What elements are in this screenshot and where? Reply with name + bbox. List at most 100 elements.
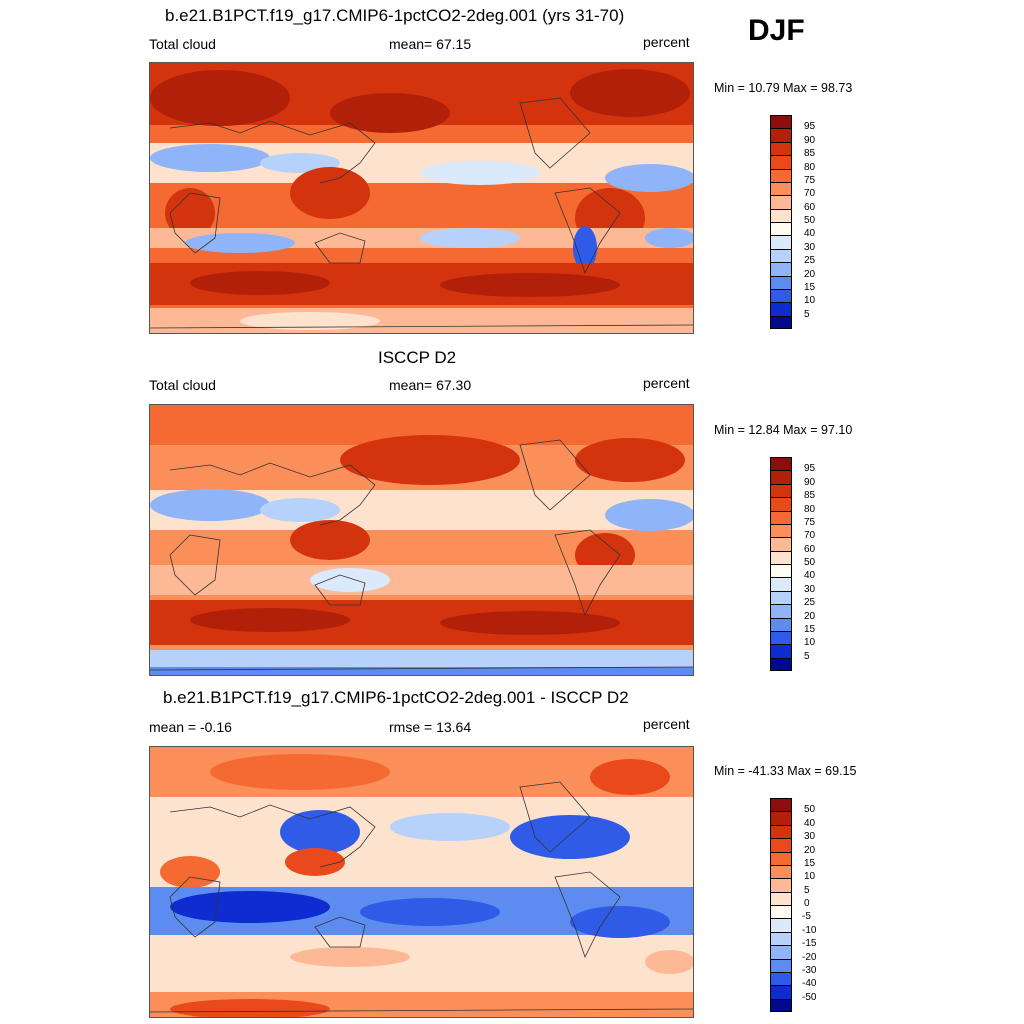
panel-2-colorbar-tick-label: 80: [804, 503, 816, 515]
panel-2-title: ISCCP D2: [378, 348, 457, 367]
panel-1-colorbar-swatch: [770, 128, 792, 142]
panel-2-colorbar-tick-label: 75: [804, 516, 816, 528]
panel-3-colorbar-tick-label: -30: [802, 964, 817, 976]
panel-2-colorbar-tick-label: 90: [804, 476, 816, 488]
panel-2-variable-label: Total cloud: [149, 377, 216, 393]
panel-2-coastlines: [150, 439, 693, 671]
panel-3-colorbar-tick-label: 40: [804, 817, 816, 829]
panel-1-colorbar-swatch: [770, 115, 792, 129]
panel-3-colorbar-swatch: [770, 838, 792, 852]
panel-2-units: percent: [643, 375, 690, 391]
panel-1-colorbar-tick-label: 75: [804, 174, 816, 186]
panel-1-coastlines: [150, 97, 693, 329]
panel-1-colorbar-swatch: [770, 222, 792, 236]
panel-1-colorbar-tick-label: 85: [804, 148, 816, 160]
panel-1-colorbar-swatch: [770, 181, 792, 196]
panel-2-colorbar-swatch: [770, 497, 792, 511]
panel-3-colorbar-swatch: [770, 824, 792, 839]
panel-1-colorbar: 95 90 85 80 75 70 60 50 40 30 25 20 15 10 5: [770, 115, 815, 329]
panel-3-colorbar-tick-label: -15: [802, 938, 817, 950]
panel-2-colorbar-swatch: [770, 537, 792, 551]
panel-3-colorbar-swatch: [770, 971, 792, 986]
panel-3-colorbar-tick-label: 5: [804, 884, 810, 896]
panel-3-colorbar-tick-label: 20: [804, 844, 816, 856]
season-label: DJF: [748, 14, 805, 47]
panel-1-colorbar-swatch: [770, 315, 792, 329]
panel-2-colorbar-swatch: [770, 510, 792, 524]
panel-2-colorbar-tick-label: 25: [804, 597, 816, 609]
panel-1-colorbar-tick-label: 25: [804, 255, 816, 267]
panel-3-colorbar-swatch: [770, 891, 792, 905]
panel-2-colorbar-tick-label: 40: [804, 570, 816, 582]
panel-1-variable-label: Total cloud: [149, 36, 216, 52]
panel-1-colorbar-tick-label: 5: [804, 308, 810, 320]
panel-1-mean: mean= 67.15: [389, 36, 472, 52]
panel-3-colorbar-swatch: [770, 864, 792, 879]
panel-1-colorbar-swatch: [770, 302, 792, 316]
panel-2-colorbar-swatch: [770, 604, 792, 618]
panel-3-colorbar-tick-label: -50: [802, 991, 817, 1003]
panel-3-mean: mean = -0.16: [149, 719, 232, 735]
panel-2-colorbar-tick-label: 85: [804, 490, 816, 502]
panel-1-colorbar-swatch: [770, 141, 792, 156]
panel-2-colorbar-swatch: [770, 657, 792, 671]
panel-3-colorbar-tick-label: -20: [802, 951, 817, 963]
panel-3-colorbar-swatch: [770, 945, 792, 959]
panel-1-colorbar-tick-label: 95: [804, 121, 816, 133]
panel-3-colorbar-tick-label: -10: [802, 924, 817, 936]
panel-3-contours: [150, 747, 693, 1017]
panel-3-colorbar: 50 40 30 20 15 10 5 0 -5 -10 -15 -20 -30 -40 -50: [770, 798, 816, 1012]
panel-1-title: b.e21.B1PCT.f19_g17.CMIP6-1pctCO2-2deg.0…: [165, 6, 625, 25]
panel-1-units: percent: [643, 34, 690, 50]
panel-2-colorbar-swatch: [770, 457, 792, 471]
panel-3-minmax: Min = -41.33 Max = 69.15: [714, 764, 857, 778]
panel-2-colorbar-swatch: [770, 550, 792, 564]
panel-2-colorbar-swatch: [770, 577, 792, 591]
panel-3-title: b.e21.B1PCT.f19_g17.CMIP6-1pctCO2-2deg.0…: [163, 688, 629, 707]
panel-3-colorbar-swatch: [770, 985, 792, 999]
panel-2-colorbar-tick-label: 30: [804, 583, 816, 595]
panel-2-colorbar-swatch: [770, 564, 792, 578]
panel-2-colorbar-swatch: [770, 644, 792, 658]
panel-3-colorbar-swatch: [770, 878, 792, 892]
panel-1-contours: [150, 63, 693, 333]
panel-3-colorbar-tick-label: 30: [804, 831, 816, 843]
panel-2-colorbar-tick-label: 15: [804, 623, 816, 635]
panel-2-colorbar-tick-label: 20: [804, 610, 816, 622]
panel-3-colorbar-tick-label: -40: [802, 978, 817, 990]
panel-3-colorbar-swatch: [770, 918, 792, 932]
panel-2-colorbar-tick-label: 60: [804, 543, 816, 555]
panel-2-colorbar-swatch: [770, 617, 792, 631]
panel-3-colorbar-swatch: [770, 998, 792, 1012]
panel-2-colorbar-tick-label: 70: [804, 530, 816, 542]
panel-3-coastlines: [150, 781, 693, 1013]
panel-1-colorbar-swatch: [770, 235, 792, 249]
panel-3-rmse: rmse = 13.64: [389, 719, 472, 735]
panel-2-map: [149, 404, 694, 676]
panel-3-map: [149, 746, 694, 1018]
panel-2-colorbar-tick-label: 5: [804, 650, 810, 662]
panel-1-colorbar-swatch: [770, 248, 792, 263]
panel-1-colorbar-swatch: [770, 275, 792, 289]
panel-1-colorbar-tick-label: 20: [804, 268, 816, 280]
panel-3-colorbar-swatch: [770, 958, 792, 972]
panel-3-units: percent: [643, 716, 690, 732]
panel-3-colorbar-tick-label: 50: [804, 804, 816, 816]
panel-1-colorbar-tick-label: 50: [804, 215, 816, 226]
panel-2-colorbar-tick-label: 95: [804, 463, 816, 475]
panel-1-colorbar-tick-label: 90: [804, 134, 816, 146]
panel-3-colorbar-swatch: [770, 905, 792, 919]
panel-3-colorbar-tick-label: -5: [802, 911, 811, 923]
panel-1-colorbar-swatch: [770, 288, 792, 303]
panel-2-mean: mean= 67.30: [389, 377, 472, 393]
panel-1-colorbar-tick-label: 30: [804, 241, 816, 253]
panel-1-colorbar-swatch: [770, 168, 792, 182]
panel-2-colorbar-swatch: [770, 630, 792, 645]
panel-1-colorbar-tick-label: 80: [804, 161, 816, 173]
panel-1-colorbar-swatch: [770, 195, 792, 209]
panel-1-colorbar-tick-label: 40: [804, 228, 816, 240]
panel-1-colorbar-tick-label: 70: [804, 188, 816, 200]
panel-2-colorbar: 95 90 85 80 75 70 60 50 40 30 25 20 15 10 5: [770, 457, 815, 671]
panel-1-colorbar-swatch: [770, 262, 792, 276]
panel-1-colorbar-tick-label: 10: [804, 295, 816, 307]
